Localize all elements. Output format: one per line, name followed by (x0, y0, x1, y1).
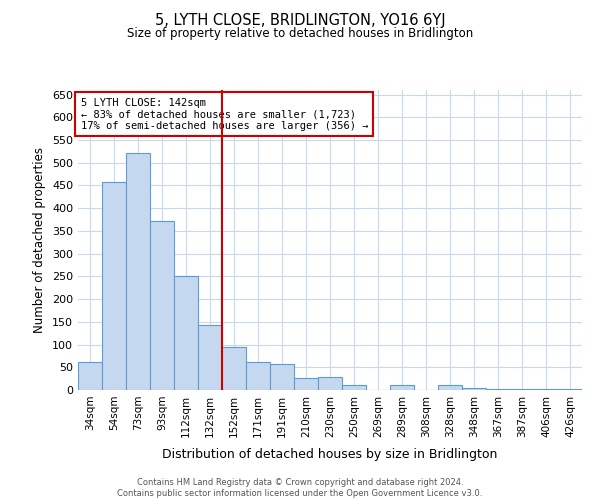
Bar (150, 221, 174, 390)
Bar (246, 362, 270, 390)
Bar (558, 389, 582, 390)
Bar (222, 347, 246, 390)
X-axis label: Distribution of detached houses by size in Bridlington: Distribution of detached houses by size … (163, 448, 497, 461)
Bar (174, 276, 198, 390)
Bar (510, 388, 534, 390)
Text: 5 LYTH CLOSE: 142sqm
← 83% of detached houses are smaller (1,723)
17% of semi-de: 5 LYTH CLOSE: 142sqm ← 83% of detached h… (80, 98, 368, 130)
Bar (390, 384, 414, 390)
Bar (78, 362, 102, 390)
Bar (342, 386, 366, 390)
Text: Size of property relative to detached houses in Bridlington: Size of property relative to detached ho… (127, 28, 473, 40)
Bar (270, 364, 294, 390)
Bar (534, 389, 558, 390)
Y-axis label: Number of detached properties: Number of detached properties (34, 147, 46, 333)
Bar (102, 182, 126, 390)
Text: Contains HM Land Registry data © Crown copyright and database right 2024.
Contai: Contains HM Land Registry data © Crown c… (118, 478, 482, 498)
Bar (126, 152, 150, 390)
Bar (318, 378, 342, 390)
Text: 5, LYTH CLOSE, BRIDLINGTON, YO16 6YJ: 5, LYTH CLOSE, BRIDLINGTON, YO16 6YJ (155, 12, 445, 28)
Bar (486, 388, 510, 390)
Bar (438, 386, 462, 390)
Bar (462, 388, 486, 390)
Bar (294, 378, 318, 390)
Bar (198, 325, 222, 390)
